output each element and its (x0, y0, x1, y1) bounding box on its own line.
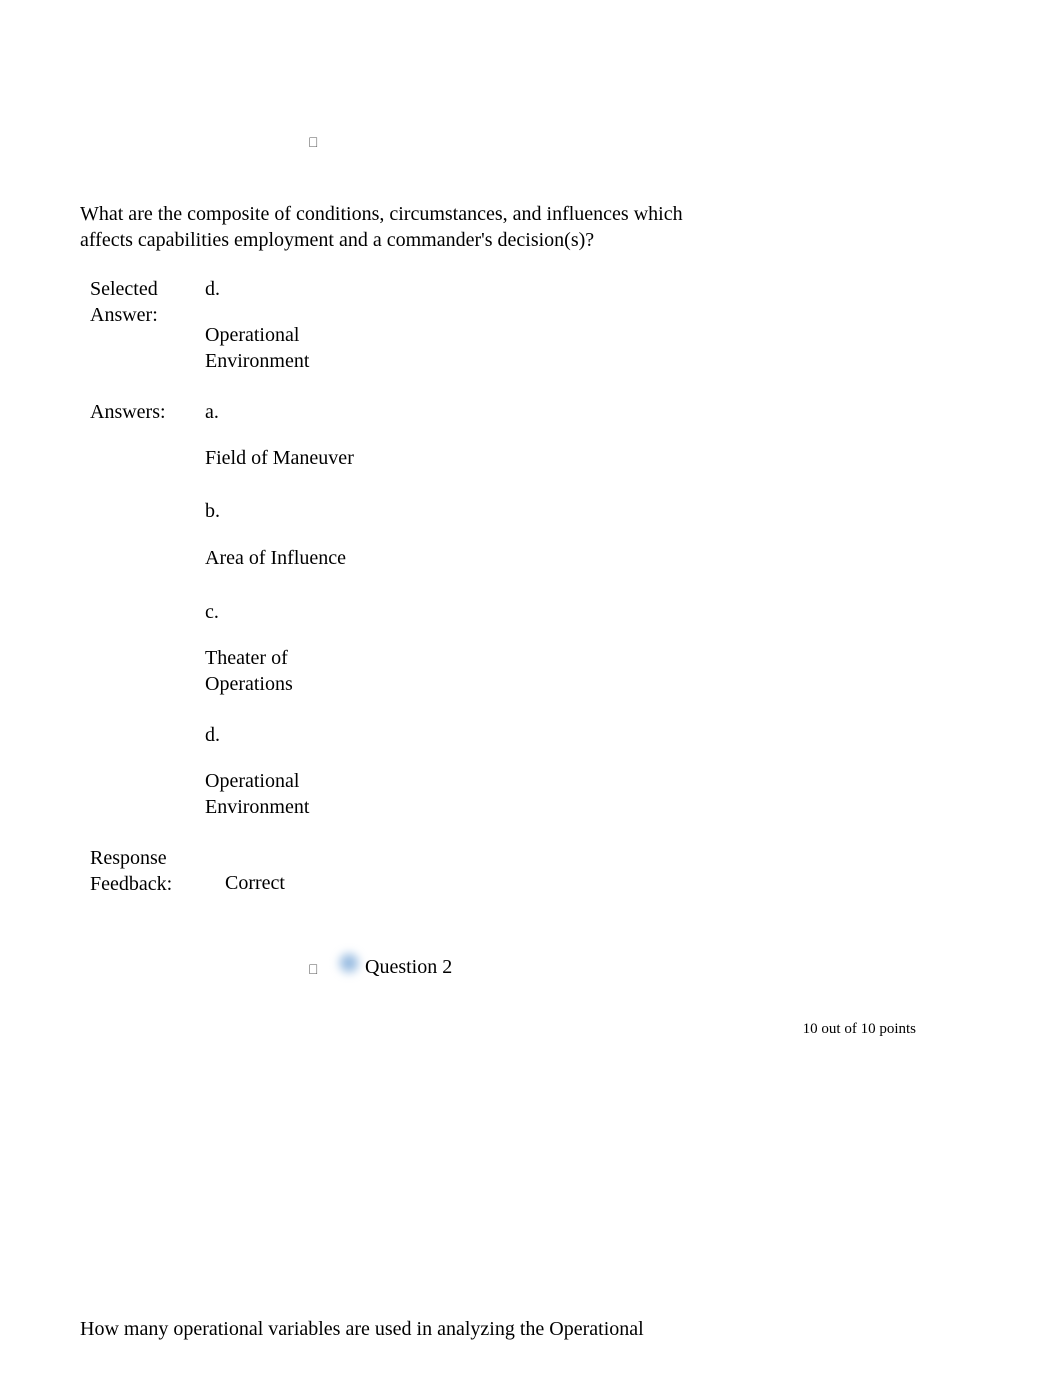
answers-label: Answers: (90, 399, 166, 425)
answer-c-text: Theater of Operations (205, 645, 335, 697)
question-2-text: How many operational variables are used … (80, 1316, 780, 1342)
selected-answer-label: Selected Answer: (90, 276, 180, 328)
answer-b-letter: b. (205, 498, 220, 524)
answer-d-text: Operational Environment (205, 768, 345, 820)
bullet-marker:  (308, 133, 319, 151)
response-feedback-label: Response Feedback: (90, 845, 200, 897)
answer-a-letter: a. (205, 399, 219, 425)
question-2-label: Question 2 (365, 954, 452, 980)
blurred-status-icon (337, 951, 361, 975)
answer-c-letter: c. (205, 599, 219, 625)
bullet-marker:  (308, 960, 319, 978)
answer-d-letter: d. (205, 722, 220, 748)
question-2-points: 10 out of 10 points (803, 1020, 916, 1040)
answer-a-text: Field of Maneuver (205, 445, 354, 471)
response-feedback-text: Correct (225, 870, 285, 896)
selected-answer-text: Operational Environment (205, 322, 345, 374)
answer-b-text: Area of Influence (205, 545, 346, 571)
selected-answer-letter: d. (205, 276, 220, 302)
question-1-text: What are the composite of conditions, ci… (80, 201, 740, 253)
